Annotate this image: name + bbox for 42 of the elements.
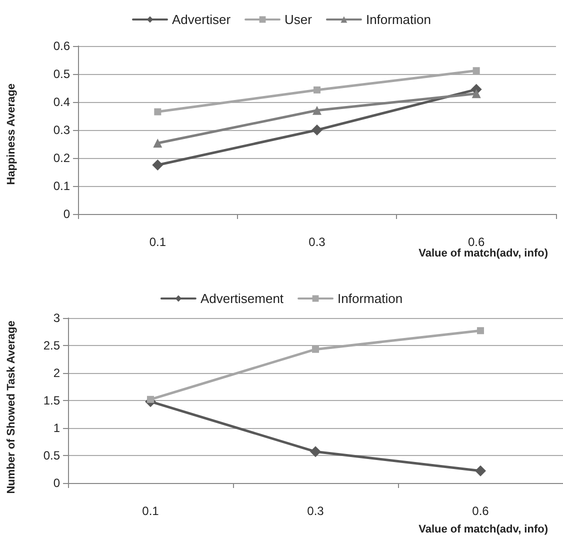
y-tick-label: 3	[53, 311, 60, 325]
point	[147, 396, 154, 403]
point	[152, 160, 164, 170]
y-tick-label: 0.5	[53, 67, 70, 81]
legend-label: Advertiser	[172, 12, 232, 27]
y-tick-label: 0.5	[43, 448, 60, 462]
y-tick-label: 2.5	[43, 338, 60, 352]
y-tick-label: 0	[53, 476, 60, 490]
x-tick-label: 0.3	[307, 504, 324, 518]
point	[475, 465, 486, 476]
point	[477, 327, 484, 334]
point	[310, 446, 321, 458]
y-tick-label: 1	[53, 421, 60, 435]
y-tick-label: 0.3	[53, 123, 70, 137]
point	[154, 108, 162, 116]
point	[472, 89, 481, 98]
legend-label: User	[284, 12, 313, 27]
y-tick-label: 0.6	[53, 39, 70, 53]
point	[312, 106, 322, 115]
y-tick-label: 0.4	[53, 95, 70, 109]
y-axis-title: Happiness Average	[6, 84, 18, 185]
legend-label: Advertisement	[200, 291, 284, 306]
point	[312, 346, 319, 353]
x-tick-label: 0.3	[308, 235, 326, 249]
x-axis-title: Value of match(adv, info)	[418, 524, 548, 536]
point	[472, 67, 480, 74]
point	[312, 124, 322, 136]
x-tick-label: 0.6	[472, 504, 490, 518]
y-tick-label: 0.1	[53, 179, 70, 193]
point	[314, 86, 320, 94]
y-axis-title: Number of Showed Task Average	[6, 320, 18, 494]
x-tick-label: 0.6	[468, 235, 485, 249]
y-tick-label: 0	[63, 207, 70, 221]
legend-label: Information	[338, 291, 403, 306]
legend-label: Information	[366, 12, 432, 27]
y-tick-label: 0.2	[53, 151, 70, 165]
x-tick-label: 0.1	[142, 504, 160, 518]
point	[153, 138, 162, 148]
x-axis-title: Value of match(adv, info)	[418, 248, 548, 260]
y-tick-label: 1.5	[43, 394, 60, 408]
x-tick-label: 0.1	[149, 235, 166, 249]
y-tick-label: 2	[53, 366, 60, 380]
